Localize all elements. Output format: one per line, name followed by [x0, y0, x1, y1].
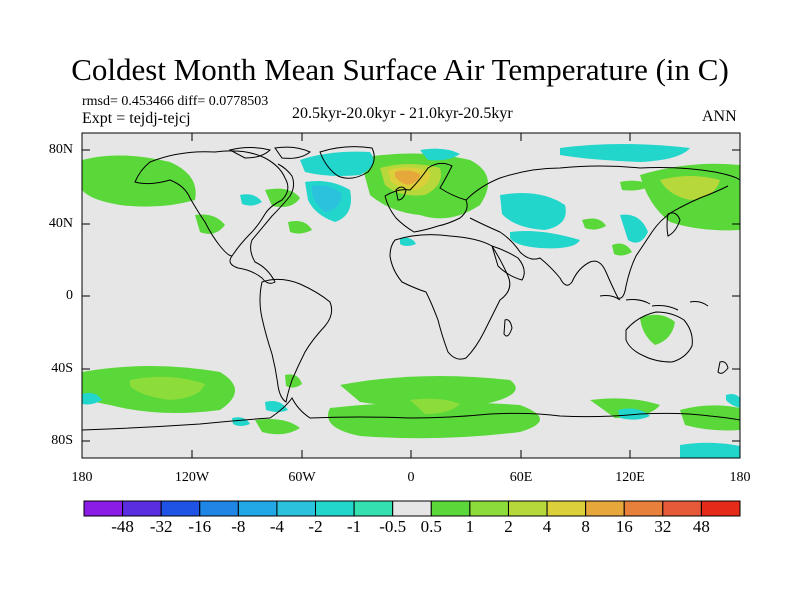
anomaly-patch-negative [500, 192, 566, 230]
colorbar-swatch [507, 500, 548, 517]
coastline-australia [625, 311, 693, 363]
coastline-arabia [491, 245, 525, 281]
colorbar-swatch [122, 500, 162, 517]
season-label: ANN [702, 108, 737, 125]
colorbar-label: -8 [231, 517, 246, 536]
lat-label: 40N [48, 216, 73, 231]
anomaly-patch-negative [82, 392, 102, 405]
colorbar-swatch [700, 500, 741, 517]
chart-title: Coldest Month Mean Surface Air Temperatu… [71, 52, 729, 87]
lon-label: 120E [615, 470, 645, 485]
colorbar-label: 8 [581, 517, 590, 536]
colorbar-label: 4 [542, 517, 552, 536]
anomaly-patch-negative [560, 144, 690, 162]
coastline-south-america [259, 278, 333, 403]
colorbar-label: -48 [111, 517, 134, 536]
coastline-arctic-islands [228, 146, 311, 159]
colorbar-label: 0.5 [420, 517, 442, 536]
coastline-japan [666, 212, 681, 237]
colorbar-label: -32 [149, 517, 173, 536]
coastline-north-america [134, 150, 295, 284]
anomaly-patch-negative [312, 185, 342, 212]
coastline-britain [395, 186, 407, 201]
anomaly-patch-negative [300, 151, 374, 176]
colorbar-label: 16 [615, 517, 633, 536]
anomaly-fields [82, 144, 740, 458]
lon-label: 120W [174, 470, 210, 485]
colorbar-swatch [199, 500, 239, 517]
anomaly-patch-negative [726, 394, 740, 408]
period-label: 20.5kyr-20.0kyr - 21.0kyr-20.5kyr [292, 105, 513, 122]
anomaly-patch-warm [660, 176, 720, 200]
colorbar-swatch [585, 500, 625, 517]
colorbar-swatch [315, 500, 355, 517]
anomaly-patch-positive [82, 155, 196, 207]
lon-label: 60E [509, 470, 533, 485]
colorbar-swatch [353, 500, 394, 517]
lat-label: 0 [66, 288, 73, 303]
anomaly-patch-positive [340, 376, 516, 407]
lat-label: 40S [51, 361, 73, 376]
colorbar-label: -4 [269, 517, 285, 536]
coastline-asia [465, 165, 740, 299]
colorbar-swatch [276, 500, 317, 517]
coastline-greenland [319, 146, 375, 179]
colorbar-label: 2 [504, 517, 513, 536]
lat-label: 80S [51, 433, 73, 448]
anomaly-patch-negative [620, 214, 648, 243]
coastlines [82, 146, 740, 431]
anomaly-patch-negative [400, 237, 416, 246]
lat-label: 80N [48, 142, 73, 157]
anomaly-patch-positive [328, 402, 540, 439]
colorbar-label: 1 [465, 517, 475, 536]
anomaly-patch-positive [255, 419, 300, 435]
colorbar-swatch [623, 500, 664, 517]
axis-ticks [82, 133, 740, 458]
lon-label: 180 [71, 470, 93, 485]
anomaly-patch-negative [420, 148, 460, 161]
colorbar-label: -16 [188, 517, 212, 536]
stats-text: rmsd= 0.453466 diff= 0.0778503 [82, 94, 269, 109]
lon-label: 0 [407, 470, 415, 485]
colorbar-swatch [546, 500, 587, 517]
experiment-label: Expt = tejdj-tejcj [82, 110, 191, 127]
lon-label: 60W [288, 470, 316, 485]
anomaly-patch-positive [130, 376, 205, 400]
colorbar-swatch [392, 500, 432, 517]
anomaly-patch-positive [640, 314, 675, 345]
colorbar-swatch [83, 500, 124, 517]
lon-label: 180 [729, 470, 751, 485]
anomaly-patch-positive [195, 214, 225, 234]
colorbar-label: -0.5 [379, 517, 407, 536]
anomaly-patch-negative [240, 194, 262, 206]
anomaly-patch-negative [510, 231, 580, 249]
colorbar-swatch [160, 500, 201, 517]
anomaly-patch-positive [288, 221, 312, 234]
anomaly-patch-negative [618, 408, 650, 420]
anomaly-patch-negative [680, 442, 740, 458]
anomaly-patch-warm [395, 170, 420, 185]
anomaly-patch-positive [612, 243, 632, 256]
anomaly-patch-positive [680, 405, 740, 431]
coastline-indonesia [599, 295, 709, 311]
colorbar [83, 500, 741, 517]
coastline-antarctica [82, 397, 740, 431]
colorbar-label: -1 [347, 517, 362, 536]
anomaly-patch-positive [620, 180, 650, 191]
colorbar-swatch [662, 500, 702, 517]
colorbar-swatch [430, 500, 471, 517]
anomaly-patch-positive [285, 374, 302, 388]
anomaly-patch-positive [582, 218, 606, 230]
colorbar-label: 48 [692, 517, 710, 536]
colorbar-swatch [237, 500, 278, 517]
colorbar-swatch [469, 500, 509, 517]
coastline-madagascar [503, 319, 513, 337]
anomaly-patch-positive [410, 398, 460, 414]
colorbar-label: 32 [654, 517, 672, 536]
colorbar-label: -2 [308, 517, 323, 536]
coastline-new-zealand [717, 361, 729, 374]
